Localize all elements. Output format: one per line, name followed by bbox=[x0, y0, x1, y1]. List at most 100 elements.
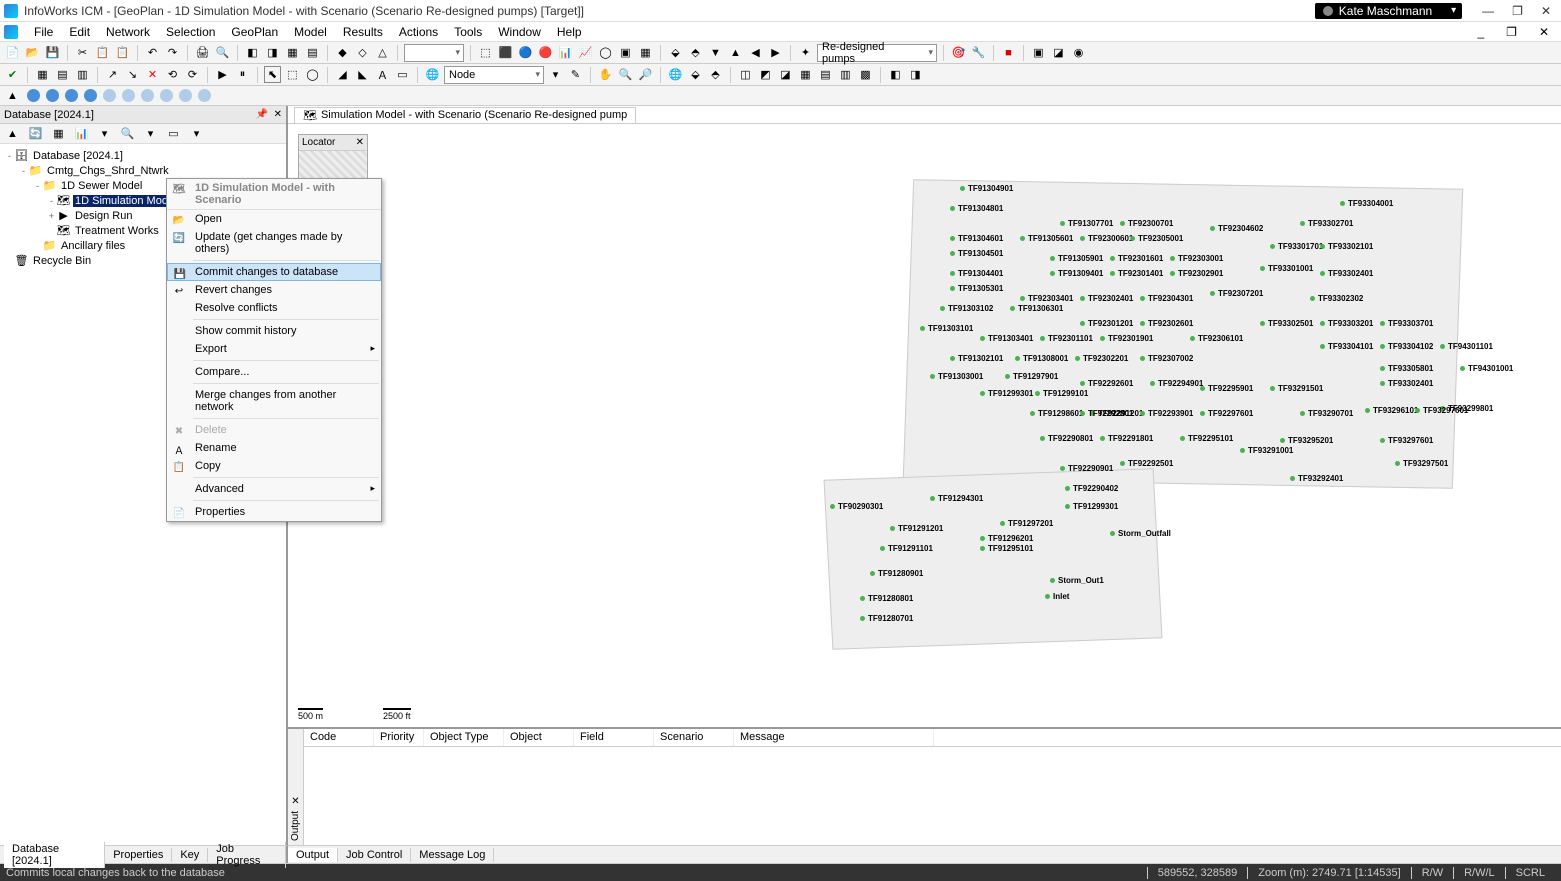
tb2-h6[interactable]: ▥ bbox=[837, 66, 854, 83]
tb-d3[interactable]: ▼ bbox=[707, 44, 724, 61]
ctx-commit-changes-to-database[interactable]: 💾Commit changes to database bbox=[167, 263, 381, 281]
tb2-d2[interactable]: ◯ bbox=[304, 66, 321, 83]
tb2-b1[interactable]: ↗ bbox=[104, 66, 121, 83]
tb2-b2[interactable]: ↘ bbox=[124, 66, 141, 83]
tb-c5[interactable]: 📊 bbox=[557, 44, 574, 61]
tb2-check[interactable]: ✔ bbox=[4, 66, 21, 83]
tb2-a3[interactable]: ▥ bbox=[74, 66, 91, 83]
ctx-properties[interactable]: 📄Properties bbox=[167, 503, 381, 521]
tb2-c2[interactable]: ⏸ bbox=[234, 66, 251, 83]
dbt-8[interactable]: ▭ bbox=[165, 125, 182, 142]
tb-undo[interactable]: ↶ bbox=[144, 44, 161, 61]
minimize-button[interactable]: — bbox=[1482, 4, 1494, 18]
tb-d2[interactable]: ⬘ bbox=[687, 44, 704, 61]
tb-e1[interactable]: ✦ bbox=[797, 44, 814, 61]
tb-copy[interactable]: 📋 bbox=[94, 44, 111, 61]
tb2-h5[interactable]: ▤ bbox=[817, 66, 834, 83]
tb3-c10[interactable] bbox=[198, 89, 211, 102]
geoplan-canvas[interactable]: Locator✕ 500 m 2500 ft TF91304901TF91304… bbox=[288, 124, 1561, 727]
tb2-f1[interactable]: ▾ bbox=[547, 66, 564, 83]
tb3-c3[interactable] bbox=[65, 89, 78, 102]
ctx-advanced[interactable]: Advanced bbox=[167, 480, 381, 498]
tab-output[interactable]: Output bbox=[288, 848, 338, 862]
ctx-copy[interactable]: 📋Copy bbox=[167, 457, 381, 475]
ctx-show-commit-history[interactable]: Show commit history bbox=[167, 322, 381, 340]
tb-c6[interactable]: 📈 bbox=[577, 44, 594, 61]
tb3-up[interactable]: ▲ bbox=[4, 87, 21, 104]
menu-window[interactable]: Window bbox=[490, 23, 549, 41]
tb2-zoomin[interactable]: 🔍 bbox=[617, 66, 634, 83]
dbt-7[interactable]: ▾ bbox=[142, 125, 159, 142]
tab-properties[interactable]: Properties bbox=[105, 848, 172, 862]
tb2-e2[interactable]: ◣ bbox=[354, 66, 371, 83]
tb2-e3[interactable]: Ａ bbox=[374, 66, 391, 83]
tb2-b3[interactable]: ✕ bbox=[144, 66, 161, 83]
tb-d4[interactable]: ▲ bbox=[727, 44, 744, 61]
locator-window[interactable]: Locator✕ bbox=[298, 134, 368, 180]
ctx-open[interactable]: 📂Open bbox=[167, 210, 381, 228]
dbt-2[interactable]: 🔄 bbox=[27, 125, 44, 142]
mdi-restore[interactable]: ❐ bbox=[1498, 23, 1525, 41]
dbt-9[interactable]: ▾ bbox=[188, 125, 205, 142]
context-menu[interactable]: 🗺 1D Simulation Model - with Scenario 📂O… bbox=[166, 178, 382, 522]
tb-b6[interactable]: ◇ bbox=[354, 44, 371, 61]
ctx-revert-changes[interactable]: ↩Revert changes bbox=[167, 281, 381, 299]
tb-d5[interactable]: ◀ bbox=[747, 44, 764, 61]
tb-c2[interactable]: ⬛ bbox=[497, 44, 514, 61]
panel-close-icon[interactable]: ✕ bbox=[274, 109, 282, 120]
tree-item[interactable]: -📁Cmtg_Chgs_Shrd_Ntwrk bbox=[4, 163, 282, 178]
tb-b4[interactable]: ▤ bbox=[304, 44, 321, 61]
tb2-objtype-combo[interactable]: Node bbox=[444, 66, 544, 84]
menu-file[interactable]: File bbox=[26, 23, 61, 41]
tb3-c4[interactable] bbox=[84, 89, 97, 102]
dbt-6[interactable]: 🔍 bbox=[119, 125, 136, 142]
tb-g1[interactable]: ■ bbox=[1000, 44, 1017, 61]
tb-cut[interactable]: ✂ bbox=[74, 44, 91, 61]
output-col-scenario[interactable]: Scenario bbox=[654, 729, 734, 746]
locator-close-icon[interactable]: ✕ bbox=[356, 137, 364, 148]
ctx-rename[interactable]: ＡRename bbox=[167, 439, 381, 457]
output-col-priority[interactable]: Priority bbox=[374, 729, 424, 746]
tb-b2[interactable]: ◨ bbox=[264, 44, 281, 61]
tb2-a2[interactable]: ▤ bbox=[54, 66, 71, 83]
tb-scenario-combo[interactable]: Re-designed pumps bbox=[817, 44, 937, 62]
tb-redo[interactable]: ↷ bbox=[164, 44, 181, 61]
geoplan-tab[interactable]: 🗺 Simulation Model - with Scenario (Scen… bbox=[294, 107, 636, 123]
menu-model[interactable]: Model bbox=[286, 23, 335, 41]
tb-b3[interactable]: ▦ bbox=[284, 44, 301, 61]
tb2-pan[interactable]: ✋ bbox=[597, 66, 614, 83]
ctx-export[interactable]: Export bbox=[167, 340, 381, 358]
tb-save[interactable]: 💾 bbox=[44, 44, 61, 61]
tb2-d1[interactable]: ⬚ bbox=[284, 66, 301, 83]
tab-key[interactable]: Key bbox=[172, 848, 208, 862]
tb-open[interactable]: 📂 bbox=[24, 44, 41, 61]
tb-b5[interactable]: ◆ bbox=[334, 44, 351, 61]
ctx-compare-[interactable]: Compare... bbox=[167, 363, 381, 381]
output-col-field[interactable]: Field bbox=[574, 729, 654, 746]
tb2-f2[interactable]: ✎ bbox=[567, 66, 584, 83]
tb2-pointer[interactable]: ⬉ bbox=[264, 66, 281, 83]
output-close-icon[interactable]: ✕ bbox=[291, 796, 299, 807]
tb3-c8[interactable] bbox=[160, 89, 173, 102]
tab-message-log[interactable]: Message Log bbox=[411, 848, 494, 862]
tb2-e1[interactable]: ◢ bbox=[334, 66, 351, 83]
ctx-update-get-changes-made-by-others-[interactable]: 🔄Update (get changes made by others) bbox=[167, 228, 381, 258]
tb2-h1[interactable]: ◫ bbox=[737, 66, 754, 83]
tb3-c5[interactable] bbox=[103, 89, 116, 102]
output-col-message[interactable]: Message bbox=[734, 729, 934, 746]
user-dropdown[interactable]: Kate Maschmann bbox=[1315, 3, 1462, 19]
tb2-globe[interactable]: 🌐 bbox=[424, 66, 441, 83]
tb2-h3[interactable]: ◪ bbox=[777, 66, 794, 83]
output-col-object-type[interactable]: Object Type bbox=[424, 729, 504, 746]
menu-selection[interactable]: Selection bbox=[158, 23, 223, 41]
tb-c8[interactable]: ▣ bbox=[617, 44, 634, 61]
tb2-b5[interactable]: ⟳ bbox=[184, 66, 201, 83]
tb3-c7[interactable] bbox=[141, 89, 154, 102]
tb-d6[interactable]: ▶ bbox=[767, 44, 784, 61]
tab-database[interactable]: Database [2024.1] bbox=[4, 842, 105, 868]
tb3-c2[interactable] bbox=[46, 89, 59, 102]
tb-h2[interactable]: ◪ bbox=[1050, 44, 1067, 61]
tb-c4[interactable]: 🔴 bbox=[537, 44, 554, 61]
menu-tools[interactable]: Tools bbox=[446, 23, 490, 41]
menu-actions[interactable]: Actions bbox=[391, 23, 446, 41]
